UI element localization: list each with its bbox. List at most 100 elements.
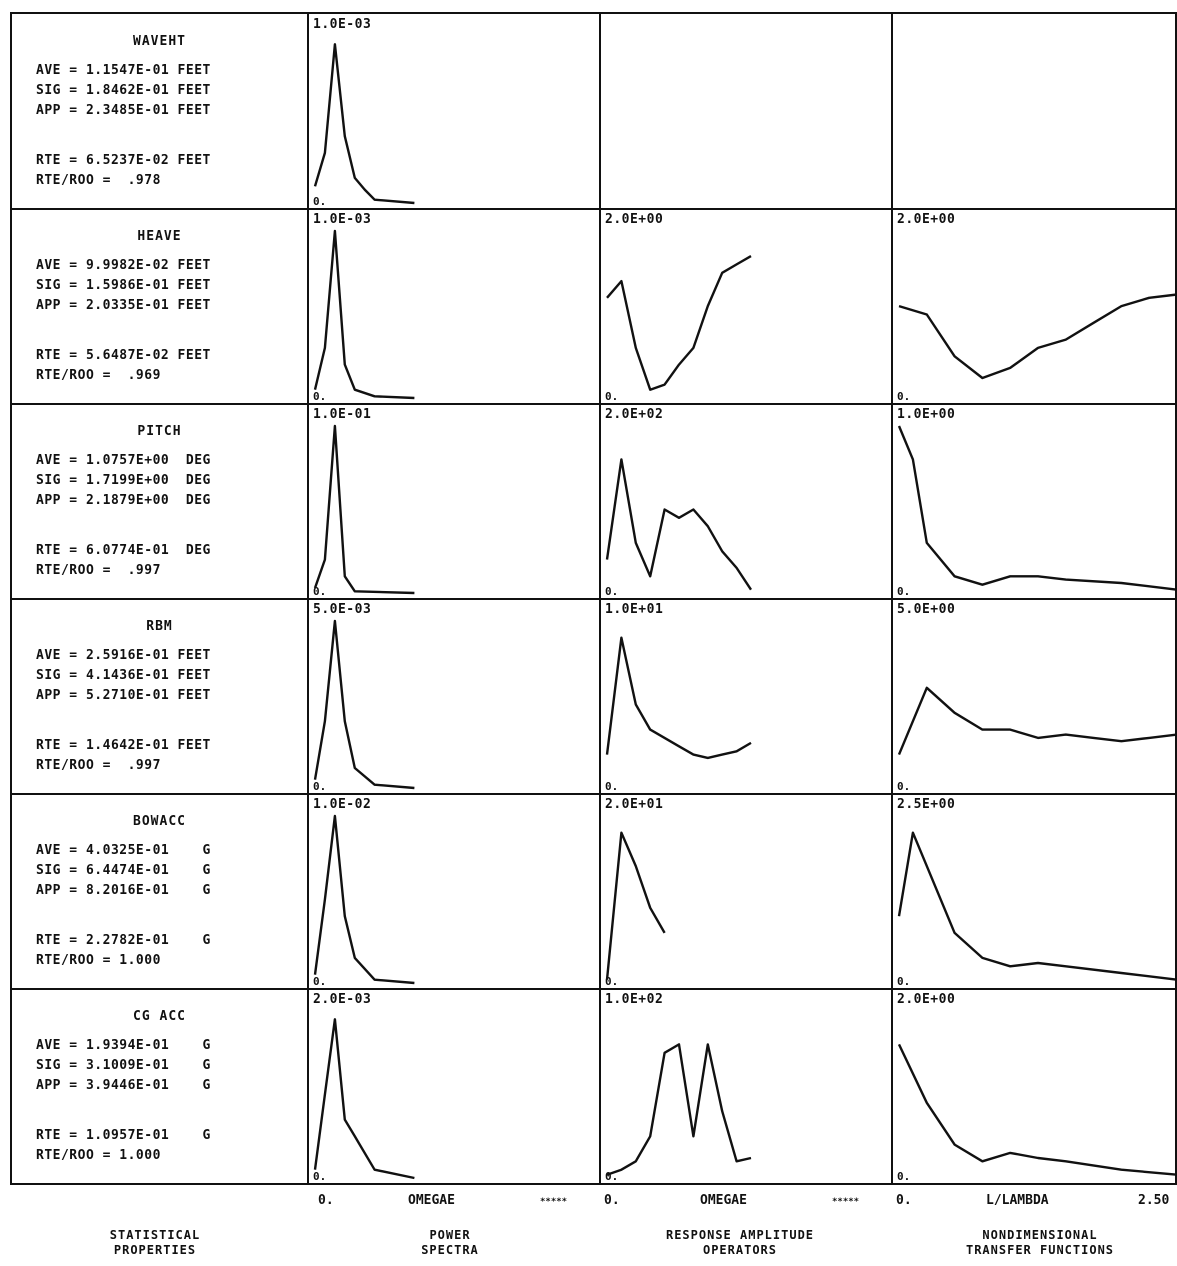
spectra-panel: 1.0E-01 0.: [309, 404, 599, 599]
response-row: CG ACC AVE = 1.9394E-01 G SIG = 3.1009E-01…: [12, 989, 1177, 1184]
footer-line: NONDIMENSIONAL: [982, 1228, 1098, 1242]
response-row: BOWACC AVE = 4.0325E-01 G SIG = 6.4474E-01…: [12, 794, 1177, 989]
response-curve: [313, 43, 415, 205]
stat-line: RTE/ROO = .969: [36, 368, 161, 383]
plot-grid: WAVEHT AVE = 1.1547E-01 FEET SIG = 1.8462E…: [10, 12, 1177, 1185]
response-curve: [313, 1018, 415, 1180]
response-curve: [313, 424, 415, 595]
zero-label: 0.: [897, 1170, 911, 1183]
spectrum-plot: [313, 43, 415, 205]
response-curve: [606, 255, 752, 391]
footer-response-amplitude-operators: RESPONSE AMPLITUDE OPERATORS: [610, 1228, 870, 1258]
stat-line: SIG = 1.8462E-01 FEET: [36, 83, 211, 98]
footer-line: SPECTRA: [421, 1243, 479, 1257]
spectrum-plot: [897, 1043, 1177, 1176]
stat-line: RTE/ROO = 1.000: [36, 953, 161, 968]
stat-line: APP = 5.2710E-01 FEET: [36, 688, 211, 703]
footer-power-spectra: POWER SPECTRA: [350, 1228, 550, 1258]
response-row: WAVEHT AVE = 1.1547E-01 FEET SIG = 1.8462E…: [12, 14, 1175, 209]
row-divider: [12, 403, 1175, 405]
spectrum-plot: [606, 1043, 752, 1176]
spectra-axis-start: 0.: [318, 1193, 334, 1208]
stat-line: APP = 2.3485E-01 FEET: [36, 103, 211, 118]
statistical-properties: PITCH AVE = 1.0757E+00 DEG SIG = 1.7199E+0…: [12, 404, 307, 599]
scale-label: 1.0E+00: [897, 407, 956, 422]
stat-line: AVE = 2.5916E-01 FEET: [36, 648, 211, 663]
spectrum-plot: [897, 831, 1177, 981]
stat-line: APP = 2.0335E-01 FEET: [36, 298, 211, 313]
zero-label: 0.: [313, 585, 327, 598]
scale-label: 1.0E+01: [605, 602, 664, 617]
scale-label: 5.0E+00: [897, 602, 956, 617]
response-curve: [897, 831, 1177, 981]
rao-panel: 2.0E+00 0.: [601, 209, 891, 404]
response-row: RBM AVE = 2.5916E-01 FEET SIG = 4.1436E-01…: [12, 599, 1177, 794]
footer-line: RESPONSE AMPLITUDE: [665, 1228, 815, 1242]
scale-label: 2.0E+00: [605, 212, 664, 227]
response-title: CG ACC: [133, 1009, 186, 1024]
stat-line: AVE = 4.0325E-01 G: [36, 843, 211, 858]
stat-line: SIG = 6.4474E-01 G: [36, 863, 211, 878]
row-divider: [12, 988, 1175, 990]
zero-label: 0.: [313, 780, 327, 793]
spectrum-plot: [605, 458, 753, 591]
stat-line: RTE = 1.4642E-01 FEET: [36, 738, 211, 753]
rao-axis-label: OMEGAE: [700, 1193, 747, 1208]
response-curve: [605, 831, 666, 980]
spectrum-plot: [606, 255, 752, 391]
row-divider: [12, 598, 1175, 600]
scale-label: 1.0E-01: [313, 407, 372, 422]
scale-label: 1.0E-02: [313, 797, 372, 812]
scale-label: 5.0E-03: [313, 602, 372, 617]
scale-label: 1.0E-03: [313, 212, 372, 227]
response-curve: [605, 636, 752, 760]
spectra-panel: 2.0E-03 0.: [309, 989, 599, 1184]
footer-line: OPERATORS: [702, 1243, 778, 1257]
zero-label: 0.: [313, 390, 327, 403]
footer-line: TRANSFER FUNCTIONS: [965, 1243, 1115, 1257]
rao-panel: 2.0E+02 0.: [601, 404, 891, 599]
response-curve: [897, 1043, 1177, 1176]
response-curve: [897, 425, 1177, 591]
spectrum-plot: [313, 229, 415, 400]
stat-line: AVE = 9.9982E-02 FEET: [36, 258, 211, 273]
spectra-panel: 1.0E-02 0.: [309, 794, 599, 989]
rao-axis-start: 0.: [604, 1193, 620, 1208]
statistical-properties: RBM AVE = 2.5916E-01 FEET SIG = 4.1436E-01…: [12, 599, 307, 794]
scale-label: 2.0E+02: [605, 407, 664, 422]
stat-line: AVE = 1.0757E+00 DEG: [36, 453, 211, 468]
stat-line: AVE = 1.1547E-01 FEET: [36, 63, 211, 78]
response-curve: [897, 686, 1177, 756]
response-row: HEAVE AVE = 9.9982E-02 FEET SIG = 1.5986E-…: [12, 209, 1177, 404]
zero-label: 0.: [313, 1170, 327, 1183]
scale-label: 1.0E+02: [605, 992, 664, 1007]
scale-label: 2.0E+01: [605, 797, 664, 812]
spectrum-plot: [897, 425, 1177, 591]
spectrum-plot: [313, 814, 415, 985]
tf-panel: 2.0E+00 0.: [893, 209, 1177, 404]
tf-axis-label: L/LAMBDA: [986, 1193, 1049, 1208]
stat-line: RTE/ROO = .997: [36, 758, 161, 773]
stat-line: RTE = 1.0957E-01 G: [36, 1128, 211, 1143]
scale-label: 2.0E+00: [897, 212, 956, 227]
spectrum-plot: [605, 636, 752, 760]
spectra-panel: 1.0E-03 0.: [309, 14, 599, 209]
stat-line: RTE/ROO = 1.000: [36, 1148, 161, 1163]
zero-label: 0.: [313, 975, 327, 988]
stat-line: RTE = 5.6487E-02 FEET: [36, 348, 211, 363]
stat-line: RTE = 2.2782E-01 G: [36, 933, 211, 948]
stat-line: RTE = 6.0774E-01 DEG: [36, 543, 211, 558]
stat-line: SIG = 3.1009E-01 G: [36, 1058, 211, 1073]
statistical-properties: CG ACC AVE = 1.9394E-01 G SIG = 3.1009E-01…: [12, 989, 307, 1184]
spectrum-plot: [605, 831, 666, 980]
zero-label: 0.: [897, 390, 911, 403]
rao-panel: 1.0E+01 0.: [601, 599, 891, 794]
response-curve: [313, 619, 415, 790]
zero-label: 0.: [605, 780, 619, 793]
zero-label: 0.: [605, 390, 619, 403]
spectrum-plot: [313, 619, 415, 790]
spectra-panel: 1.0E-03 0.: [309, 209, 599, 404]
response-row: PITCH AVE = 1.0757E+00 DEG SIG = 1.7199E+0…: [12, 404, 1177, 599]
response-curve: [313, 229, 415, 400]
rao-panel: 2.0E+01 0.: [601, 794, 891, 989]
